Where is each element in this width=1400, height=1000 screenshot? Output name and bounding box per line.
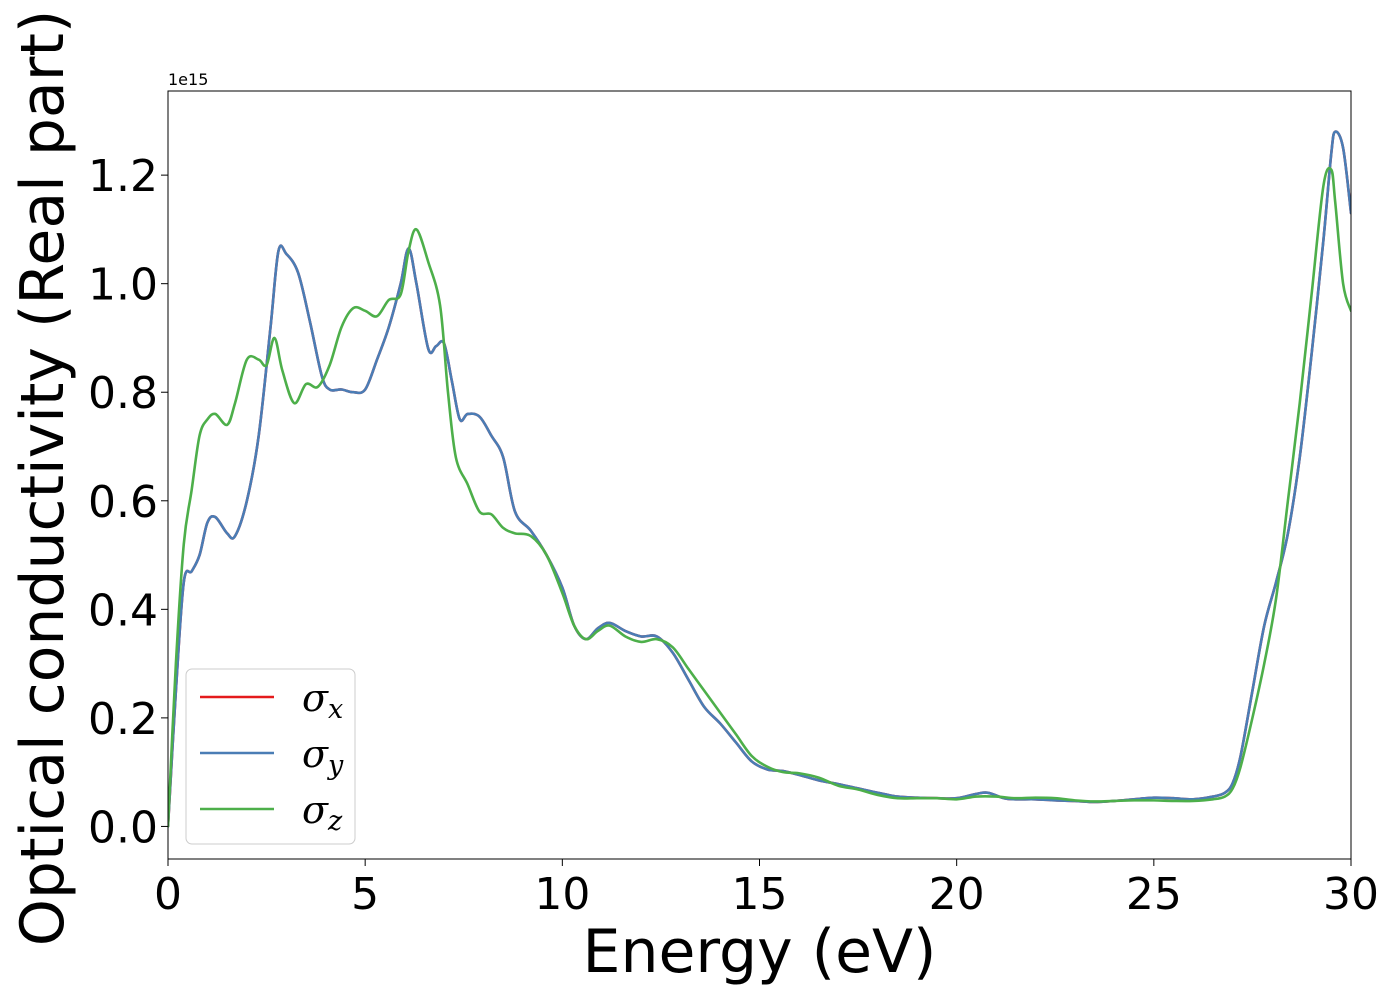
y-axis-label: Optical conductivity (Real part) (8, 10, 78, 947)
x-tick-label: 15 (732, 869, 788, 920)
x-tick-label: 25 (1126, 869, 1182, 920)
legend: σxσyσz (186, 669, 355, 844)
y-tick-label: 1.2 (88, 151, 158, 202)
x-tick-label: 30 (1323, 869, 1379, 920)
y-offset-text: 1e15 (168, 70, 208, 89)
x-tick-label: 5 (351, 869, 379, 920)
y-tick-label: 0.8 (88, 368, 158, 419)
y-tick-label: 0.4 (88, 585, 158, 636)
x-tick-label: 20 (929, 869, 985, 920)
y-tick-label: 1.0 (88, 260, 158, 311)
x-axis-label: Energy (eV) (583, 917, 937, 987)
x-tick-label: 10 (534, 869, 590, 920)
y-tick-label: 0.0 (88, 802, 158, 853)
x-tick-label: 0 (154, 869, 182, 920)
y-tick-label: 0.2 (88, 694, 158, 745)
y-tick-label: 0.6 (88, 477, 158, 528)
